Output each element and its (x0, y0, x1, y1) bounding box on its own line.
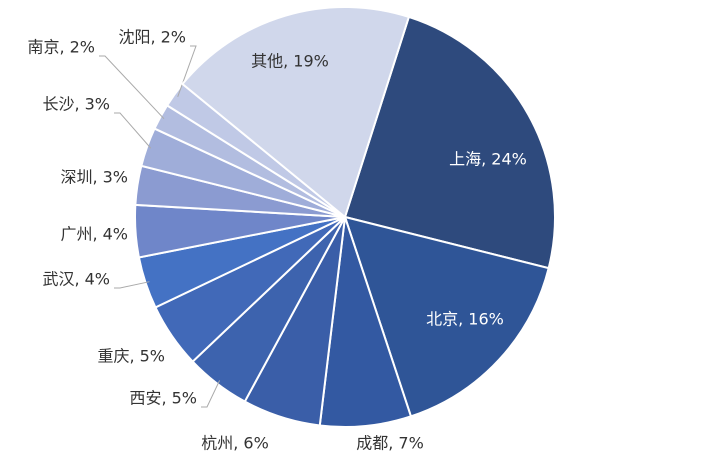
slice-label: 上海, 24% (449, 150, 527, 169)
leader-line (114, 112, 152, 149)
slice-label: 广州, 4% (60, 225, 128, 244)
slice-label: 南京, 2% (27, 38, 95, 57)
slice-label: 长沙, 3% (42, 95, 110, 114)
pie-slice (343, 15, 556, 270)
slice-label: 成都, 7% (356, 434, 424, 453)
leader-line (114, 281, 150, 289)
slice-label: 沈阳, 2% (118, 28, 186, 47)
slice-label: 西安, 5% (129, 389, 197, 408)
slice-label: 杭州, 6% (201, 434, 269, 453)
leader-line (177, 45, 197, 97)
leader-line (99, 55, 165, 120)
slice-label: 北京, 16% (426, 310, 504, 329)
pie-slice (181, 6, 411, 219)
slice-label: 其他, 19% (251, 52, 329, 71)
slice-label: 深圳, 3% (60, 168, 128, 187)
pie-slice (343, 215, 550, 418)
leader-line (201, 380, 221, 408)
slice-label: 重庆, 5% (97, 347, 165, 366)
slice-label: 武汉, 4% (42, 270, 110, 289)
